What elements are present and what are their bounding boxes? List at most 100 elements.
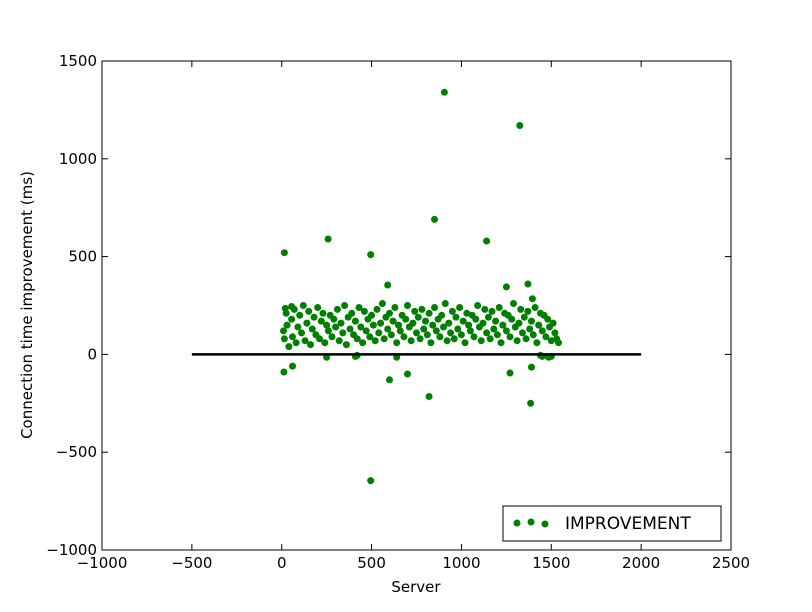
data-point bbox=[404, 302, 411, 309]
data-point bbox=[547, 337, 555, 345]
data-point bbox=[341, 302, 349, 309]
data-point bbox=[420, 325, 428, 333]
data-point bbox=[528, 317, 535, 325]
data-point bbox=[516, 122, 524, 129]
data-point bbox=[497, 339, 505, 347]
data-point bbox=[280, 249, 288, 257]
data-point bbox=[337, 319, 345, 327]
data-point bbox=[416, 335, 424, 343]
data-point bbox=[342, 341, 350, 349]
data-point bbox=[407, 337, 415, 345]
data-point bbox=[303, 319, 311, 327]
data-point bbox=[463, 309, 471, 317]
data-point bbox=[328, 333, 336, 341]
data-point bbox=[384, 281, 392, 289]
y-axis-ticks: −1000 −500 0 500 1000 1500 bbox=[46, 52, 731, 559]
data-point bbox=[524, 307, 532, 315]
data-point bbox=[527, 399, 535, 407]
data-point bbox=[332, 323, 340, 331]
data-point bbox=[427, 339, 435, 347]
data-point bbox=[384, 325, 392, 333]
data-point bbox=[353, 335, 361, 343]
legend-box bbox=[502, 505, 722, 542]
data-point bbox=[531, 304, 539, 311]
data-point bbox=[454, 325, 462, 333]
data-point bbox=[524, 280, 532, 288]
x-tick-label: 0 bbox=[277, 554, 287, 572]
data-point bbox=[438, 311, 446, 319]
data-point bbox=[400, 333, 408, 341]
data-point bbox=[436, 333, 444, 341]
y-tick-label: −1000 bbox=[46, 541, 97, 559]
data-point bbox=[470, 333, 478, 341]
data-point bbox=[443, 337, 451, 345]
data-point bbox=[323, 321, 331, 329]
data-point bbox=[492, 317, 500, 325]
legend-entry-label: IMPROVEMENT bbox=[565, 514, 691, 534]
data-point bbox=[413, 329, 420, 337]
data-point bbox=[431, 304, 438, 311]
data-point bbox=[440, 323, 447, 331]
x-tick-label: 2500 bbox=[712, 554, 750, 572]
x-tick-label: −500 bbox=[171, 554, 212, 572]
data-point bbox=[377, 319, 385, 327]
data-point bbox=[533, 339, 541, 347]
legend-marker bbox=[513, 519, 521, 527]
data-point bbox=[288, 303, 296, 310]
data-point bbox=[483, 237, 491, 245]
data-point bbox=[411, 307, 419, 315]
data-point bbox=[425, 393, 433, 400]
data-point bbox=[510, 300, 517, 307]
data-point bbox=[528, 363, 535, 371]
data-point bbox=[280, 335, 288, 343]
data-point bbox=[351, 317, 359, 325]
y-tick-label: 0 bbox=[87, 345, 97, 363]
data-point bbox=[375, 329, 383, 337]
data-point bbox=[414, 313, 422, 321]
data-point bbox=[502, 283, 510, 291]
data-point bbox=[409, 319, 417, 327]
data-point bbox=[366, 333, 374, 341]
data-point bbox=[380, 335, 388, 343]
data-points bbox=[280, 88, 562, 485]
legend-marker bbox=[541, 520, 549, 528]
data-point bbox=[393, 339, 401, 347]
data-point bbox=[456, 304, 464, 311]
data-point bbox=[520, 313, 528, 321]
data-point bbox=[490, 325, 498, 333]
data-point bbox=[429, 321, 437, 329]
data-point bbox=[502, 327, 510, 335]
data-point bbox=[404, 370, 411, 378]
data-point bbox=[535, 321, 543, 329]
data-point bbox=[517, 305, 525, 313]
data-point bbox=[288, 315, 296, 323]
data-point bbox=[294, 323, 302, 331]
data-point bbox=[479, 319, 487, 327]
data-point bbox=[285, 343, 293, 351]
data-point bbox=[549, 319, 557, 327]
data-point bbox=[506, 333, 514, 341]
y-tick-label: 1500 bbox=[59, 52, 97, 70]
data-point bbox=[357, 323, 365, 331]
data-point bbox=[355, 304, 363, 311]
data-point bbox=[346, 325, 354, 333]
y-tick-label: 1000 bbox=[59, 150, 97, 168]
data-point bbox=[432, 327, 440, 335]
data-point bbox=[506, 369, 514, 377]
data-point bbox=[423, 331, 431, 339]
data-point bbox=[321, 339, 329, 347]
data-point bbox=[292, 339, 300, 347]
data-point bbox=[369, 321, 377, 329]
data-point bbox=[281, 304, 289, 312]
data-point bbox=[450, 335, 458, 343]
data-point bbox=[335, 337, 343, 345]
x-tick-label: 500 bbox=[357, 554, 386, 572]
data-point bbox=[472, 315, 480, 323]
y-axis-label: Connection time improvement (ms) bbox=[18, 171, 36, 439]
data-point bbox=[457, 331, 465, 339]
data-point bbox=[529, 331, 537, 339]
data-point bbox=[367, 251, 375, 259]
data-point bbox=[373, 305, 381, 313]
data-point bbox=[395, 321, 402, 329]
data-point bbox=[461, 339, 469, 347]
